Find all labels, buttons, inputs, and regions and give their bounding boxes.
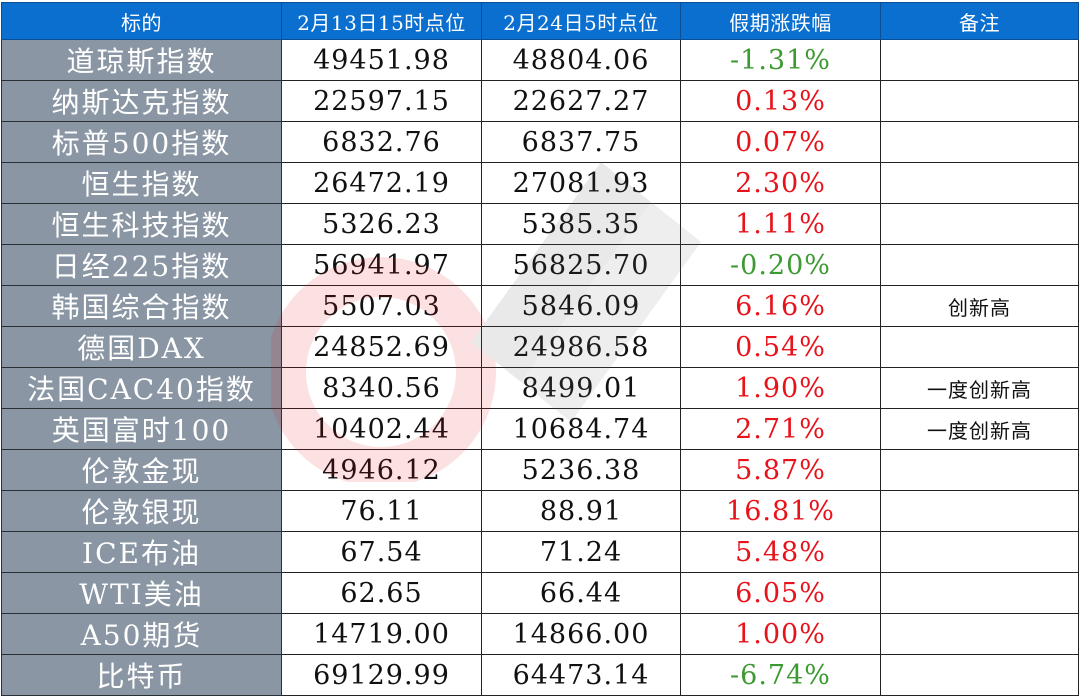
table-row: 伦敦银现 76.11 88.91 16.81% [1,490,1079,532]
before-level-cell: 49451.98 [281,39,482,81]
instrument-name-cell: 比特币 [1,654,282,696]
holiday-change-cell: 0.13% [680,80,881,122]
holiday-change-cell: -1.31% [680,39,881,81]
before-level-cell: 26472.19 [281,162,482,204]
before-level-cell: 10402.44 [281,408,482,450]
after-level-cell: 88.91 [481,490,681,532]
holiday-change-cell: 2.30% [680,162,881,204]
holiday-change-cell: 2.71% [680,408,881,450]
note-cell [880,449,1079,491]
table-row: 伦敦金现 4946.12 5236.38 5.87% [1,449,1079,491]
before-level-cell: 56941.97 [281,244,482,286]
note-cell: 创新高 [880,285,1079,327]
note-cell [880,326,1079,368]
before-level-cell: 5326.23 [281,203,482,245]
table-row: 纳斯达克指数 22597.15 22627.27 0.13% [1,80,1079,122]
instrument-name-cell: 恒生科技指数 [1,203,282,245]
note-cell [880,572,1079,614]
note-cell [880,203,1079,245]
note-cell [880,490,1079,532]
instrument-name-cell: 纳斯达克指数 [1,80,282,122]
note-cell [880,531,1079,573]
note-cell [880,121,1079,163]
instrument-name-cell: 伦敦金现 [1,449,282,491]
note-cell [880,244,1079,286]
before-level-cell: 5507.03 [281,285,482,327]
after-level-cell: 8499.01 [481,367,681,409]
instrument-name-cell: 法国CAC40指数 [1,367,282,409]
note-cell [880,39,1079,81]
note-cell [880,654,1079,696]
instrument-name-cell: 标普500指数 [1,121,282,163]
holiday-change-cell: -0.20% [680,244,881,286]
note-cell [880,80,1079,122]
instrument-name-cell: WTI美油 [1,572,282,614]
before-level-cell: 24852.69 [281,326,482,368]
table-row: 法国CAC40指数 8340.56 8499.01 1.90% 一度创新高 [1,367,1079,409]
header-holiday-change: 假期涨跌幅 [680,2,881,40]
after-level-cell: 66.44 [481,572,681,614]
holiday-change-cell: 6.05% [680,572,881,614]
after-level-cell: 5236.38 [481,449,681,491]
before-level-cell: 76.11 [281,490,482,532]
instrument-name-cell: 英国富时100 [1,408,282,450]
holiday-change-cell: -6.74% [680,654,881,696]
table-row: ICE布油 67.54 71.24 5.48% [1,531,1079,573]
before-level-cell: 22597.15 [281,80,482,122]
header-row: 标的 2月13日15时点位 2月24日5时点位 假期涨跌幅 备注 [1,2,1079,40]
table-row: 比特币 69129.99 64473.14 -6.74% [1,654,1079,696]
instrument-name-cell: 德国DAX [1,326,282,368]
table-row: 恒生科技指数 5326.23 5385.35 1.11% [1,203,1079,245]
instrument-name-cell: 道琼斯指数 [1,39,282,81]
table-row: 标普500指数 6832.76 6837.75 0.07% [1,121,1079,163]
after-level-cell: 22627.27 [481,80,681,122]
before-level-cell: 62.65 [281,572,482,614]
instrument-name-cell: 伦敦银现 [1,490,282,532]
before-level-cell: 69129.99 [281,654,482,696]
header-instrument: 标的 [1,2,282,40]
table-row: 恒生指数 26472.19 27081.93 2.30% [1,162,1079,204]
after-level-cell: 24986.58 [481,326,681,368]
after-level-cell: 10684.74 [481,408,681,450]
holiday-change-cell: 1.11% [680,203,881,245]
before-level-cell: 6832.76 [281,121,482,163]
table-row: 日经225指数 56941.97 56825.70 -0.20% [1,244,1079,286]
before-level-cell: 4946.12 [281,449,482,491]
header-after-level: 2月24日5时点位 [481,2,681,40]
table-row: WTI美油 62.65 66.44 6.05% [1,572,1079,614]
holiday-change-cell: 5.48% [680,531,881,573]
after-level-cell: 64473.14 [481,654,681,696]
before-level-cell: 8340.56 [281,367,482,409]
holiday-change-cell: 5.87% [680,449,881,491]
after-level-cell: 5846.09 [481,285,681,327]
holiday-change-cell: 1.90% [680,367,881,409]
note-cell: 一度创新高 [880,408,1079,450]
holiday-change-cell: 16.81% [680,490,881,532]
instrument-name-cell: ICE布油 [1,531,282,573]
after-level-cell: 71.24 [481,531,681,573]
table-row: 英国富时100 10402.44 10684.74 2.71% 一度创新高 [1,408,1079,450]
note-cell [880,162,1079,204]
table-row: 德国DAX 24852.69 24986.58 0.54% [1,326,1079,368]
after-level-cell: 56825.70 [481,244,681,286]
instrument-name-cell: 日经225指数 [1,244,282,286]
holiday-change-cell: 0.54% [680,326,881,368]
instrument-name-cell: 韩国综合指数 [1,285,282,327]
before-level-cell: 67.54 [281,531,482,573]
instrument-name-cell: 恒生指数 [1,162,282,204]
after-level-cell: 27081.93 [481,162,681,204]
after-level-cell: 6837.75 [481,121,681,163]
table-row: 道琼斯指数 49451.98 48804.06 -1.31% [1,39,1079,81]
holiday-change-cell: 6.16% [680,285,881,327]
table-row: 韩国综合指数 5507.03 5846.09 6.16% 创新高 [1,285,1079,327]
note-cell: 一度创新高 [880,367,1079,409]
after-level-cell: 48804.06 [481,39,681,81]
after-level-cell: 5385.35 [481,203,681,245]
header-note: 备注 [880,2,1079,40]
header-before-level: 2月13日15时点位 [281,2,482,40]
holiday-change-cell: 0.07% [680,121,881,163]
